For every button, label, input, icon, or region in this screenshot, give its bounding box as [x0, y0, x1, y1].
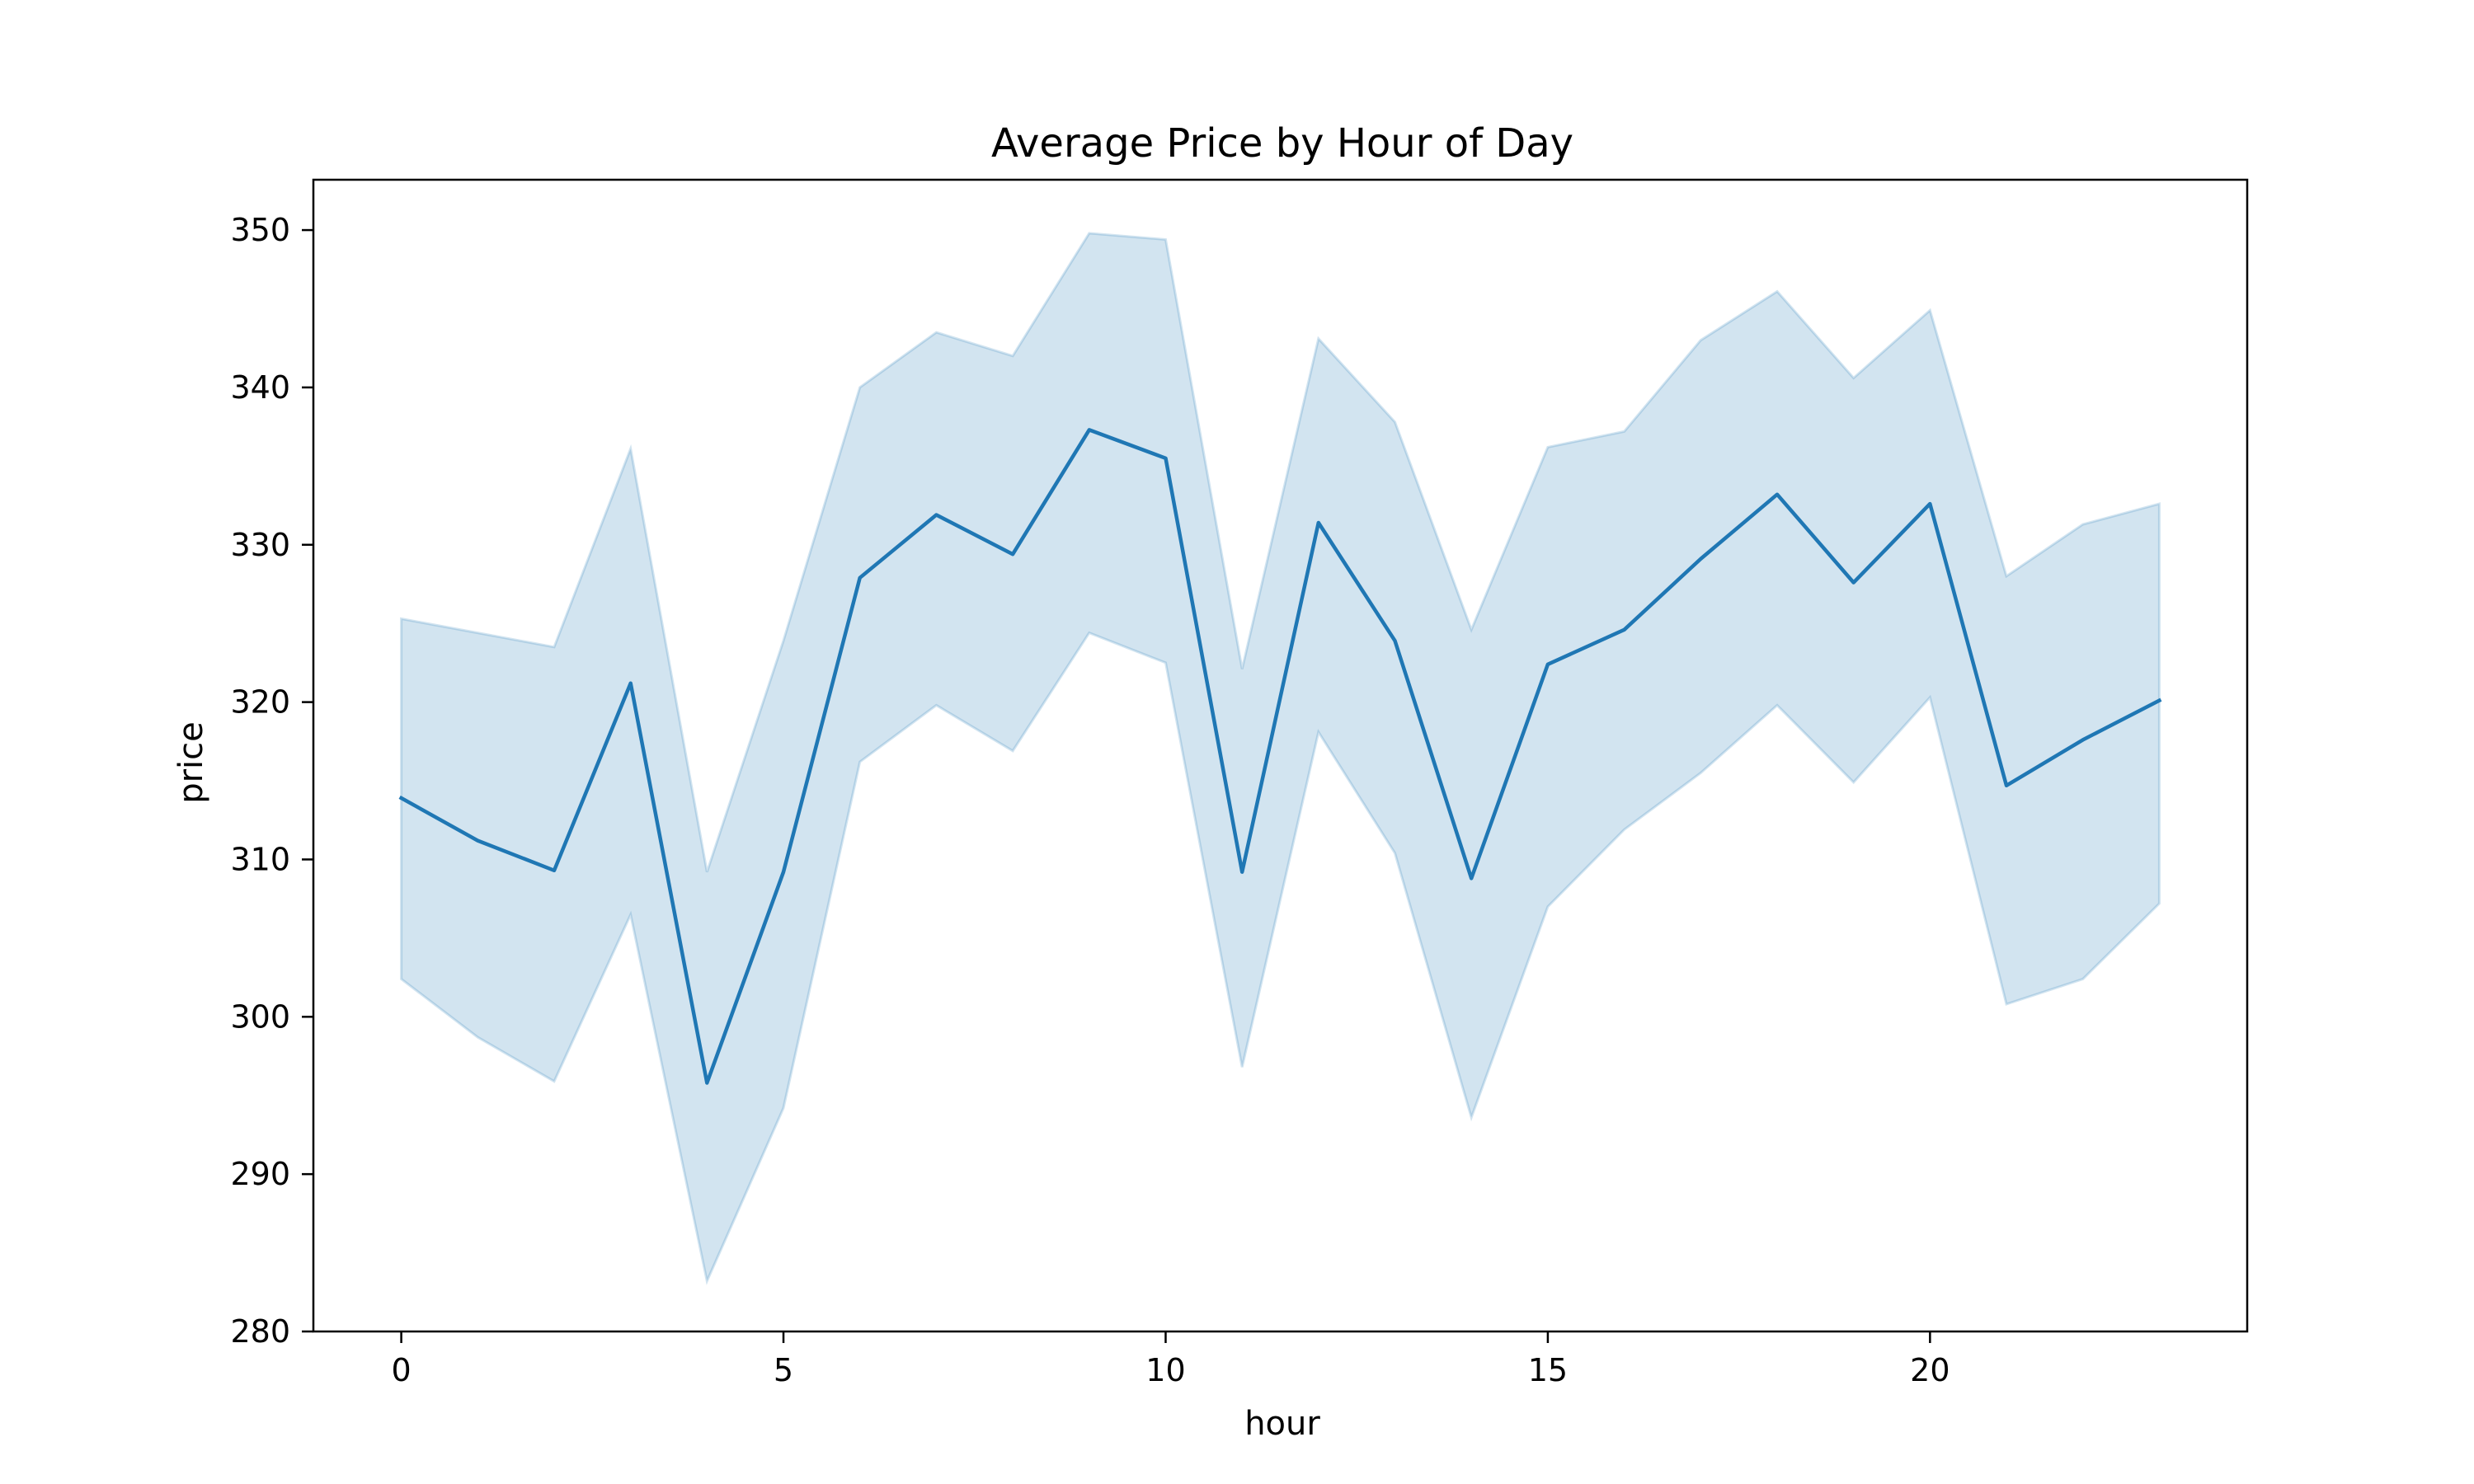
- axes-frame: [312, 178, 2249, 1333]
- y-tick-label-310: 310: [230, 841, 290, 877]
- y-tick-label-320: 320: [230, 684, 290, 721]
- series-line-0: [398, 428, 2162, 1085]
- y-tick-label-340: 340: [230, 369, 290, 406]
- x-tick-label-0: 0: [391, 1352, 411, 1388]
- confidence-band-0: [400, 232, 2161, 1285]
- y-tick-label-330: 330: [230, 527, 290, 563]
- y-tick-label-300: 300: [230, 998, 290, 1035]
- y-tick-label-290: 290: [230, 1156, 290, 1192]
- y-tick-label-350: 350: [230, 212, 290, 248]
- chart-title: Average Price by Hour of Day: [991, 120, 1573, 167]
- x-tick-label-10: 10: [1145, 1352, 1185, 1388]
- y-axis-label: price: [172, 721, 210, 804]
- x-axis-label: hour: [1244, 1405, 1320, 1443]
- x-tick-label-20: 20: [1910, 1352, 1950, 1388]
- y-tick-label-280: 280: [230, 1313, 290, 1350]
- plot-area: 0 5 10 15 20 280 290 300 310 320 330 340 350: [230, 178, 2249, 1388]
- x-tick-label-15: 15: [1528, 1352, 1568, 1388]
- x-tick-label-5: 5: [774, 1352, 793, 1388]
